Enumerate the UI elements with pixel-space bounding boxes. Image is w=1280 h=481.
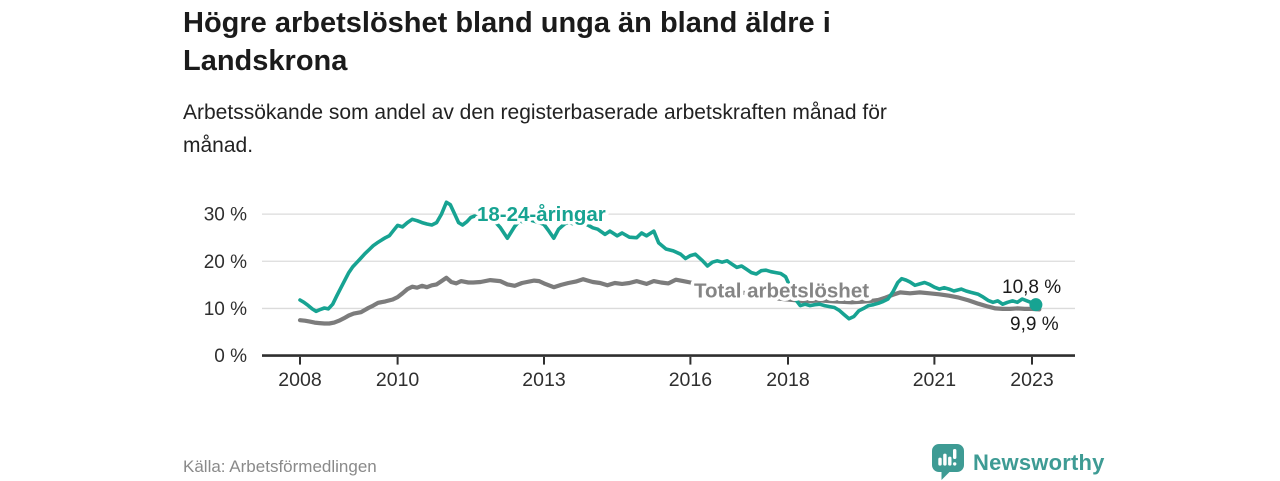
series-end-dot-18-24 xyxy=(1029,298,1043,312)
x-tick-label-2010: 2010 xyxy=(376,369,420,391)
series-label-18-24: 18-24-åringar xyxy=(477,203,606,226)
y-tick-label-10: 10 % xyxy=(204,299,247,320)
end-label-18-24: 10,8 % xyxy=(1002,277,1061,298)
y-tick-label-20: 20 % xyxy=(204,252,247,273)
x-tick-label-2018: 2018 xyxy=(766,369,809,391)
end-label-total: 9,9 % xyxy=(1010,314,1059,335)
bar-chart-speech-bubble-icon xyxy=(932,444,964,480)
chart-title-line1: Högre arbetslöshet bland unga än bland ä… xyxy=(183,7,831,39)
x-tick-label-2008: 2008 xyxy=(278,369,321,391)
chart-title: Högre arbetslöshet bland unga än bland ä… xyxy=(183,4,1043,80)
source-note: Källa: Arbetsförmedlingen xyxy=(183,457,377,476)
x-tick-label-2016: 2016 xyxy=(669,369,712,391)
y-tick-label-0: 0 % xyxy=(214,346,247,367)
x-tick-label-2021: 2021 xyxy=(913,369,956,391)
x-tick-label-2023: 2023 xyxy=(1010,369,1053,391)
series-line-18-24 xyxy=(298,200,1038,321)
chart-title-line2: Landskrona xyxy=(183,45,348,77)
chart-subtitle-line1: Arbetssökande som andel av den registerb… xyxy=(183,101,887,124)
y-tick-label-30: 30 % xyxy=(204,205,247,226)
brand-logo[interactable]: Newsworthy xyxy=(932,444,1105,481)
series-label-total: Total arbetslöshet xyxy=(694,280,869,303)
chart-subtitle: Arbetssökande som andel av den registerb… xyxy=(183,96,1063,162)
chart-subtitle-line2: månad. xyxy=(183,134,254,157)
x-tick-label-2013: 2013 xyxy=(522,369,565,391)
brand-name: Newsworthy xyxy=(973,449,1105,475)
